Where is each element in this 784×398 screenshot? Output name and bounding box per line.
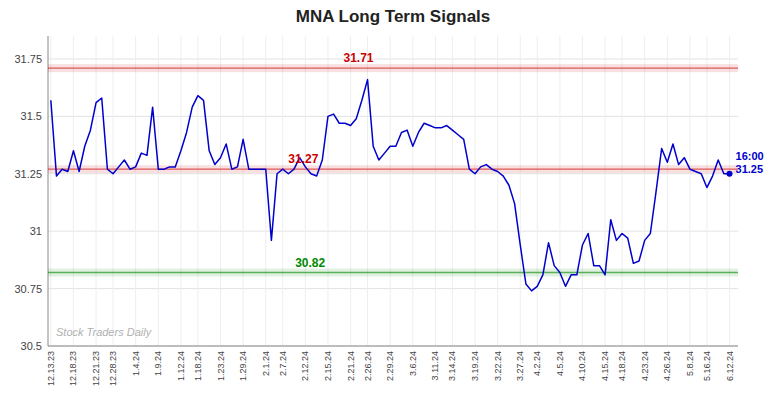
x-grid-line [113,36,114,346]
y-tick-label: 30.5 [21,340,42,352]
x-grid-line [729,36,730,346]
x-grid-line [158,36,159,346]
x-tick-label: 12.28.23 [108,351,118,386]
end-label: 16:0031.25 [736,150,764,175]
price-line [51,80,730,291]
reference-line [48,169,738,170]
reference-label: 30.82 [295,256,325,270]
x-tick-label: 3.6.24 [408,351,418,376]
x-grid-line [644,36,645,346]
x-tick-label: 1.4.24 [131,351,141,376]
x-grid-line [520,36,521,346]
x-grid-line [135,36,136,346]
x-grid-line [582,36,583,346]
y-tick-label: 30.75 [14,283,42,295]
x-grid-line [435,36,436,346]
reference-band [48,165,738,173]
grid [48,36,738,346]
chart: MNA Long Term Signals 30.5 30.75 31 31.25 31.… [0,0,784,398]
x-grid-line [412,36,413,346]
x-grid-line [220,36,221,346]
last-point [727,171,733,177]
x-tick-label: 2.26.24 [363,351,373,381]
x-tick-label: 3.14.24 [447,351,457,381]
x-grid-line [452,36,453,346]
x-tick-label: 1.12.24 [176,351,186,381]
x-tick-label: 1.18.24 [193,351,203,381]
x-axis-line [48,346,738,347]
end-label-time: 16:00 [736,150,764,162]
y-tick-label: 31 [30,225,42,237]
x-grid-line [305,36,306,346]
x-grid-line [243,36,244,346]
reference-label: 31.71 [343,51,373,65]
x-grid-line [390,36,391,346]
title: MNA Long Term Signals [296,7,491,26]
y-grid-line [48,346,738,347]
x-tick-label: 3.11.24 [430,351,440,380]
x-tick-label: 3.22.24 [493,351,503,381]
x-tick-label: 2.1.24 [261,351,271,376]
x-grid-line [73,36,74,346]
x-grid-line [537,36,538,346]
end-label-value: 31.25 [736,163,764,175]
x-grid-line [622,36,623,346]
x-grid-line [50,36,51,346]
x-tick-label: 4.18.24 [617,351,627,381]
y-tick-label: 31.75 [14,53,42,65]
x-grid-line [96,36,97,346]
x-grid-line [559,36,560,346]
reference-line [48,272,738,273]
y-tick-label: 31.25 [14,168,42,180]
x-tick-label: 12.21.23 [91,351,101,386]
x-tick-label: 12.13.23 [46,351,56,386]
watermark: Stock Traders Daily [56,326,153,338]
x-tick-label: 4.23.24 [640,351,650,381]
x-tick-label: 2.15.24 [323,351,333,381]
x-tick-label: 1.9.24 [153,351,163,376]
x-tick-label: 4.5.24 [555,351,565,376]
x-grid-line [265,36,266,346]
reference-line [48,67,738,68]
x-grid-line [689,36,690,346]
x-grid-line [667,36,668,346]
x-tick-label: 4.2.24 [532,351,542,376]
x-tick-label: 3.27.24 [515,351,525,381]
x-tick-label: 2.29.24 [385,351,395,381]
x-grid-line [497,36,498,346]
x-tick-label: 12.18.23 [68,351,78,386]
x-grid-line [180,36,181,346]
x-grid-line [282,36,283,346]
plot-area [48,64,738,291]
x-tick-label: 4.10.24 [577,351,587,381]
x-tick-label: 2.21.24 [346,351,356,381]
y-grid-line [48,288,738,289]
x-tick-label: 4.26.24 [662,351,672,381]
reference-band [48,64,738,72]
y-grid-line [48,173,738,174]
x-grid-line [605,36,606,346]
reference-band [48,269,738,277]
y-grid-line [48,231,738,232]
x-tick-label: 6.12.24 [725,351,735,381]
reference-label: 31.27 [288,152,318,166]
x-tick-label: 1.29.24 [238,351,248,381]
x-tick-label: 2.12.24 [300,351,310,381]
x-tick-label: 4.15.24 [600,351,610,381]
x-tick-label: 1.23.24 [216,351,226,381]
y-axis-line [48,36,49,346]
x-grid-line [327,36,328,346]
x-tick-label: 2.7.24 [278,351,288,376]
x-tick-label: 5.8.24 [685,351,695,376]
x-grid-line [475,36,476,346]
y-tick-label: 31.5 [21,110,42,122]
x-grid-line [706,36,707,346]
x-grid-line [197,36,198,346]
y-grid-line [48,58,738,59]
x-grid-line [350,36,351,346]
x-tick-label: 5.16.24 [702,351,712,381]
x-tick-label: 3.19.24 [470,351,480,381]
